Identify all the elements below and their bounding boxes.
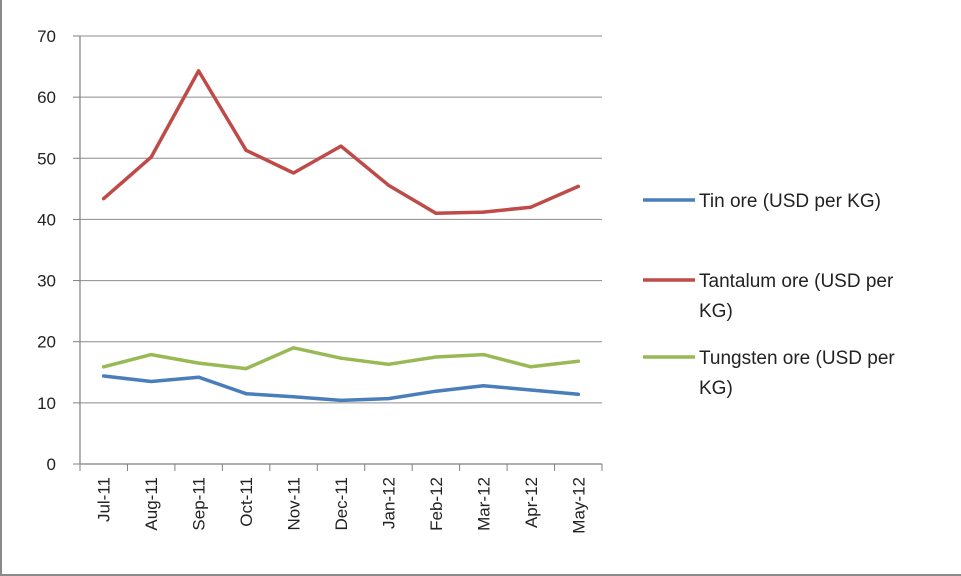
y-tick-label: 60	[37, 88, 56, 107]
data-point	[576, 184, 580, 189]
y-tick-label: 40	[37, 210, 56, 229]
x-tick-label: Feb-12	[427, 477, 446, 531]
x-tick-label: Dec-11	[332, 477, 351, 531]
data-point	[339, 398, 343, 403]
data-point	[102, 374, 106, 378]
data-point	[102, 365, 106, 369]
data-point	[386, 362, 391, 366]
data-point	[291, 395, 296, 399]
data-point	[481, 352, 485, 357]
x-tick-label: Jan-12	[379, 477, 398, 529]
y-tick-label: 0	[47, 455, 56, 474]
legend-label: Tungsten ore (USD per	[699, 348, 895, 369]
data-point	[149, 155, 153, 159]
data-point	[339, 356, 343, 360]
series-lines	[101, 69, 581, 403]
legend-label: KG)	[699, 378, 733, 399]
data-point	[434, 211, 438, 215]
data-point	[529, 205, 533, 209]
x-tick-label: Oct-11	[237, 477, 256, 527]
legend: Tin ore (USD per KG) Tantalum ore (USD pe…	[643, 191, 895, 399]
data-point	[481, 384, 485, 388]
y-tick-label: 70	[37, 27, 56, 46]
data-point	[434, 389, 438, 393]
data-point	[244, 367, 248, 371]
data-point	[386, 396, 391, 401]
y-tick-label: 20	[37, 333, 56, 352]
data-point	[529, 365, 533, 369]
y-tick-label: 10	[37, 394, 56, 413]
x-tick-label: Nov-11	[285, 477, 304, 531]
series-line	[101, 374, 581, 403]
data-point	[576, 392, 580, 396]
y-tick-label: 50	[37, 149, 56, 168]
data-point	[102, 197, 106, 201]
data-point	[339, 144, 343, 148]
data-point	[244, 392, 248, 396]
legend-label: Tantalum ore (USD per	[699, 271, 894, 292]
data-point	[481, 210, 485, 214]
data-point	[149, 379, 153, 384]
data-point	[197, 361, 201, 365]
data-point	[244, 148, 248, 152]
data-point	[576, 359, 580, 363]
data-point	[149, 352, 153, 357]
data-point	[197, 375, 201, 379]
data-point	[386, 183, 391, 187]
legend-label: Tin ore (USD per KG)	[699, 191, 881, 212]
x-tick-label: Mar-12	[474, 477, 493, 531]
gridlines	[80, 35, 602, 404]
data-point	[197, 69, 201, 73]
x-tick-label: Jul-11	[95, 477, 114, 522]
data-point	[291, 171, 296, 175]
x-tick-label: Apr-12	[522, 477, 541, 528]
x-tick-label: May-12	[569, 477, 588, 534]
data-point	[529, 388, 533, 392]
y-tick-label: 30	[37, 272, 56, 291]
x-tick-label: Sep-11	[190, 477, 209, 531]
data-point	[291, 346, 296, 350]
series-line	[101, 69, 581, 216]
data-point	[434, 355, 438, 359]
axes: 0 10 20 30 40 50 60 70 Jul-11 Aug-11 Sep-11 Oct-11 N…	[37, 27, 603, 534]
legend-label: KG)	[699, 301, 733, 322]
x-tick-label: Aug-11	[142, 477, 161, 531]
